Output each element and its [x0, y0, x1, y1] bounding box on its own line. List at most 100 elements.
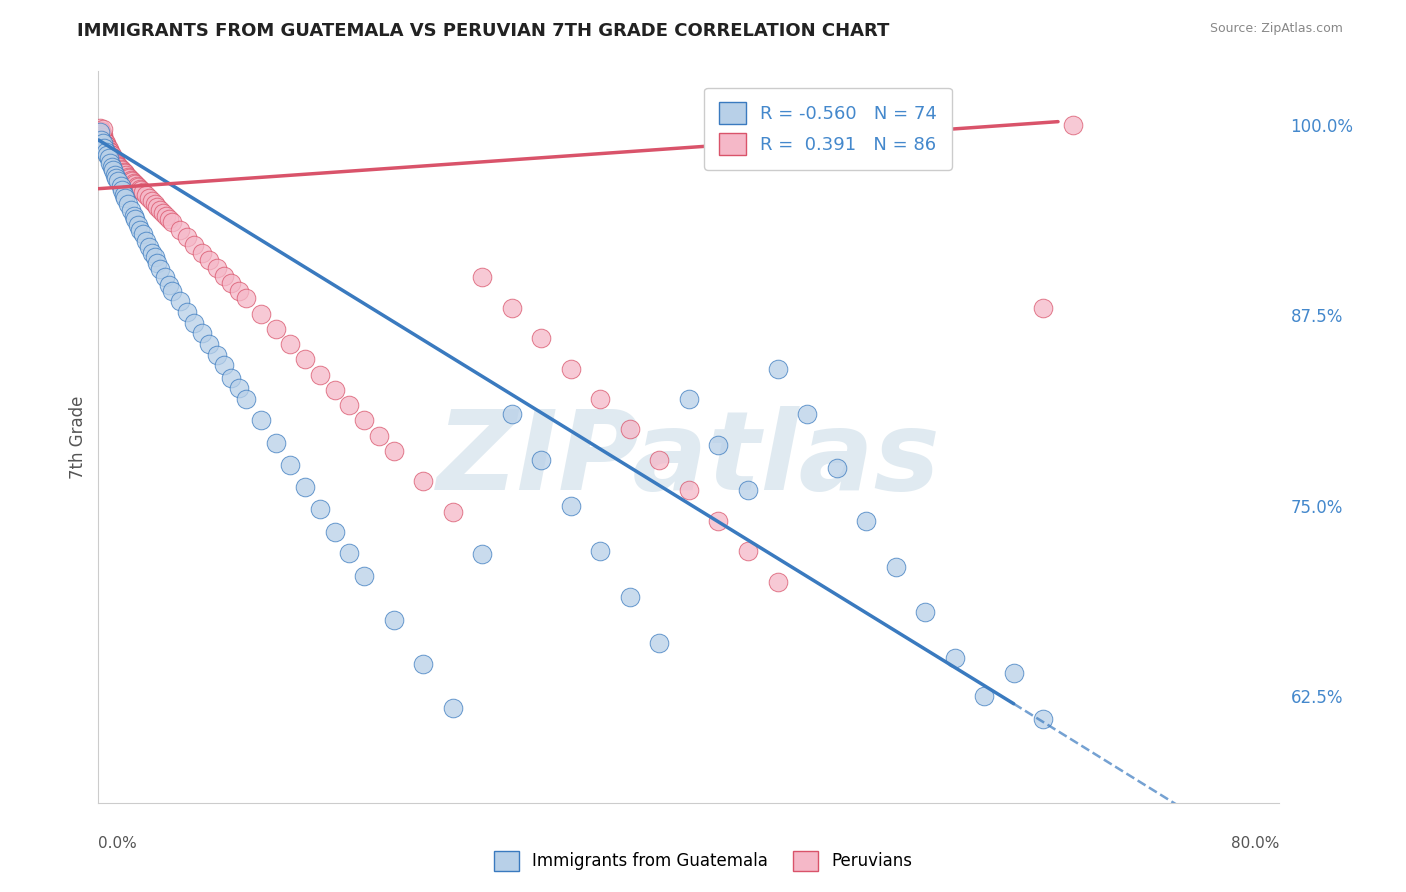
- Point: [737, 483, 759, 498]
- Point: [412, 475, 434, 489]
- Point: [221, 370, 243, 384]
- Point: [589, 544, 612, 558]
- Point: [98, 145, 121, 160]
- Point: [560, 499, 582, 513]
- Point: [122, 209, 145, 223]
- Point: [91, 128, 114, 143]
- Point: [183, 316, 205, 330]
- Legend: R = -0.560   N = 74, R =  0.391   N = 86: R = -0.560 N = 74, R = 0.391 N = 86: [704, 87, 952, 169]
- Point: [441, 505, 464, 519]
- Point: [501, 301, 523, 315]
- Point: [766, 574, 789, 589]
- Point: [94, 137, 117, 152]
- Point: [250, 307, 273, 321]
- Point: [441, 701, 464, 715]
- Point: [114, 191, 136, 205]
- Point: [707, 514, 730, 528]
- Point: [280, 458, 302, 472]
- Point: [228, 284, 250, 298]
- Point: [264, 436, 287, 450]
- Point: [135, 187, 157, 202]
- Point: [353, 568, 375, 582]
- Point: [115, 168, 138, 182]
- Point: [107, 174, 129, 188]
- Point: [96, 139, 118, 153]
- Point: [110, 161, 132, 176]
- Point: [884, 559, 907, 574]
- Point: [471, 270, 494, 285]
- Point: [309, 368, 332, 382]
- Point: [129, 183, 152, 197]
- Point: [103, 151, 125, 165]
- Point: [648, 453, 671, 467]
- Point: [127, 180, 149, 194]
- Point: [100, 150, 122, 164]
- Point: [169, 223, 191, 237]
- Point: [125, 178, 148, 193]
- Text: IMMIGRANTS FROM GUATEMALA VS PERUVIAN 7TH GRADE CORRELATION CHART: IMMIGRANTS FROM GUATEMALA VS PERUVIAN 7T…: [77, 22, 890, 40]
- Point: [90, 124, 112, 138]
- Point: [100, 161, 122, 175]
- Point: [212, 268, 235, 283]
- Point: [149, 262, 172, 277]
- Point: [191, 326, 214, 341]
- Point: [707, 438, 730, 452]
- Point: [91, 129, 114, 144]
- Point: [111, 183, 134, 197]
- Point: [152, 206, 174, 220]
- Point: [97, 142, 120, 156]
- Point: [96, 140, 118, 154]
- Point: [280, 337, 302, 351]
- Point: [264, 322, 287, 336]
- Point: [294, 352, 316, 367]
- Point: [1002, 666, 1025, 681]
- Point: [117, 197, 139, 211]
- Point: [114, 166, 136, 180]
- Point: [169, 294, 191, 309]
- Point: [737, 544, 759, 558]
- Point: [120, 172, 142, 186]
- Point: [141, 194, 163, 208]
- Point: [110, 178, 132, 193]
- Point: [124, 177, 146, 191]
- Point: [105, 155, 128, 169]
- Point: [221, 276, 243, 290]
- Point: [94, 136, 117, 150]
- Point: [183, 238, 205, 252]
- Point: [339, 546, 361, 560]
- Point: [104, 154, 127, 169]
- Point: [91, 136, 114, 150]
- Point: [143, 197, 166, 211]
- Text: 80.0%: 80.0%: [1232, 836, 1279, 851]
- Point: [855, 514, 877, 528]
- Point: [157, 277, 180, 292]
- Point: [146, 256, 169, 270]
- Point: [104, 168, 127, 182]
- Point: [368, 428, 391, 442]
- Point: [112, 165, 135, 179]
- Point: [108, 161, 131, 175]
- Point: [153, 270, 176, 285]
- Point: [132, 185, 155, 199]
- Point: [91, 122, 114, 136]
- Point: [89, 120, 111, 135]
- Point: [155, 209, 177, 223]
- Point: [128, 182, 150, 196]
- Point: [943, 651, 966, 665]
- Point: [135, 234, 157, 248]
- Point: [138, 191, 160, 205]
- Point: [796, 407, 818, 421]
- Point: [120, 202, 142, 217]
- Point: [122, 176, 145, 190]
- Point: [89, 125, 111, 139]
- Legend: Immigrants from Guatemala, Peruvians: Immigrants from Guatemala, Peruvians: [485, 842, 921, 880]
- Point: [619, 590, 641, 604]
- Point: [176, 305, 198, 319]
- Point: [105, 171, 128, 186]
- Point: [382, 443, 405, 458]
- Point: [118, 171, 141, 186]
- Point: [97, 151, 120, 165]
- Point: [128, 223, 150, 237]
- Text: ZIPatlas: ZIPatlas: [437, 406, 941, 513]
- Point: [143, 250, 166, 264]
